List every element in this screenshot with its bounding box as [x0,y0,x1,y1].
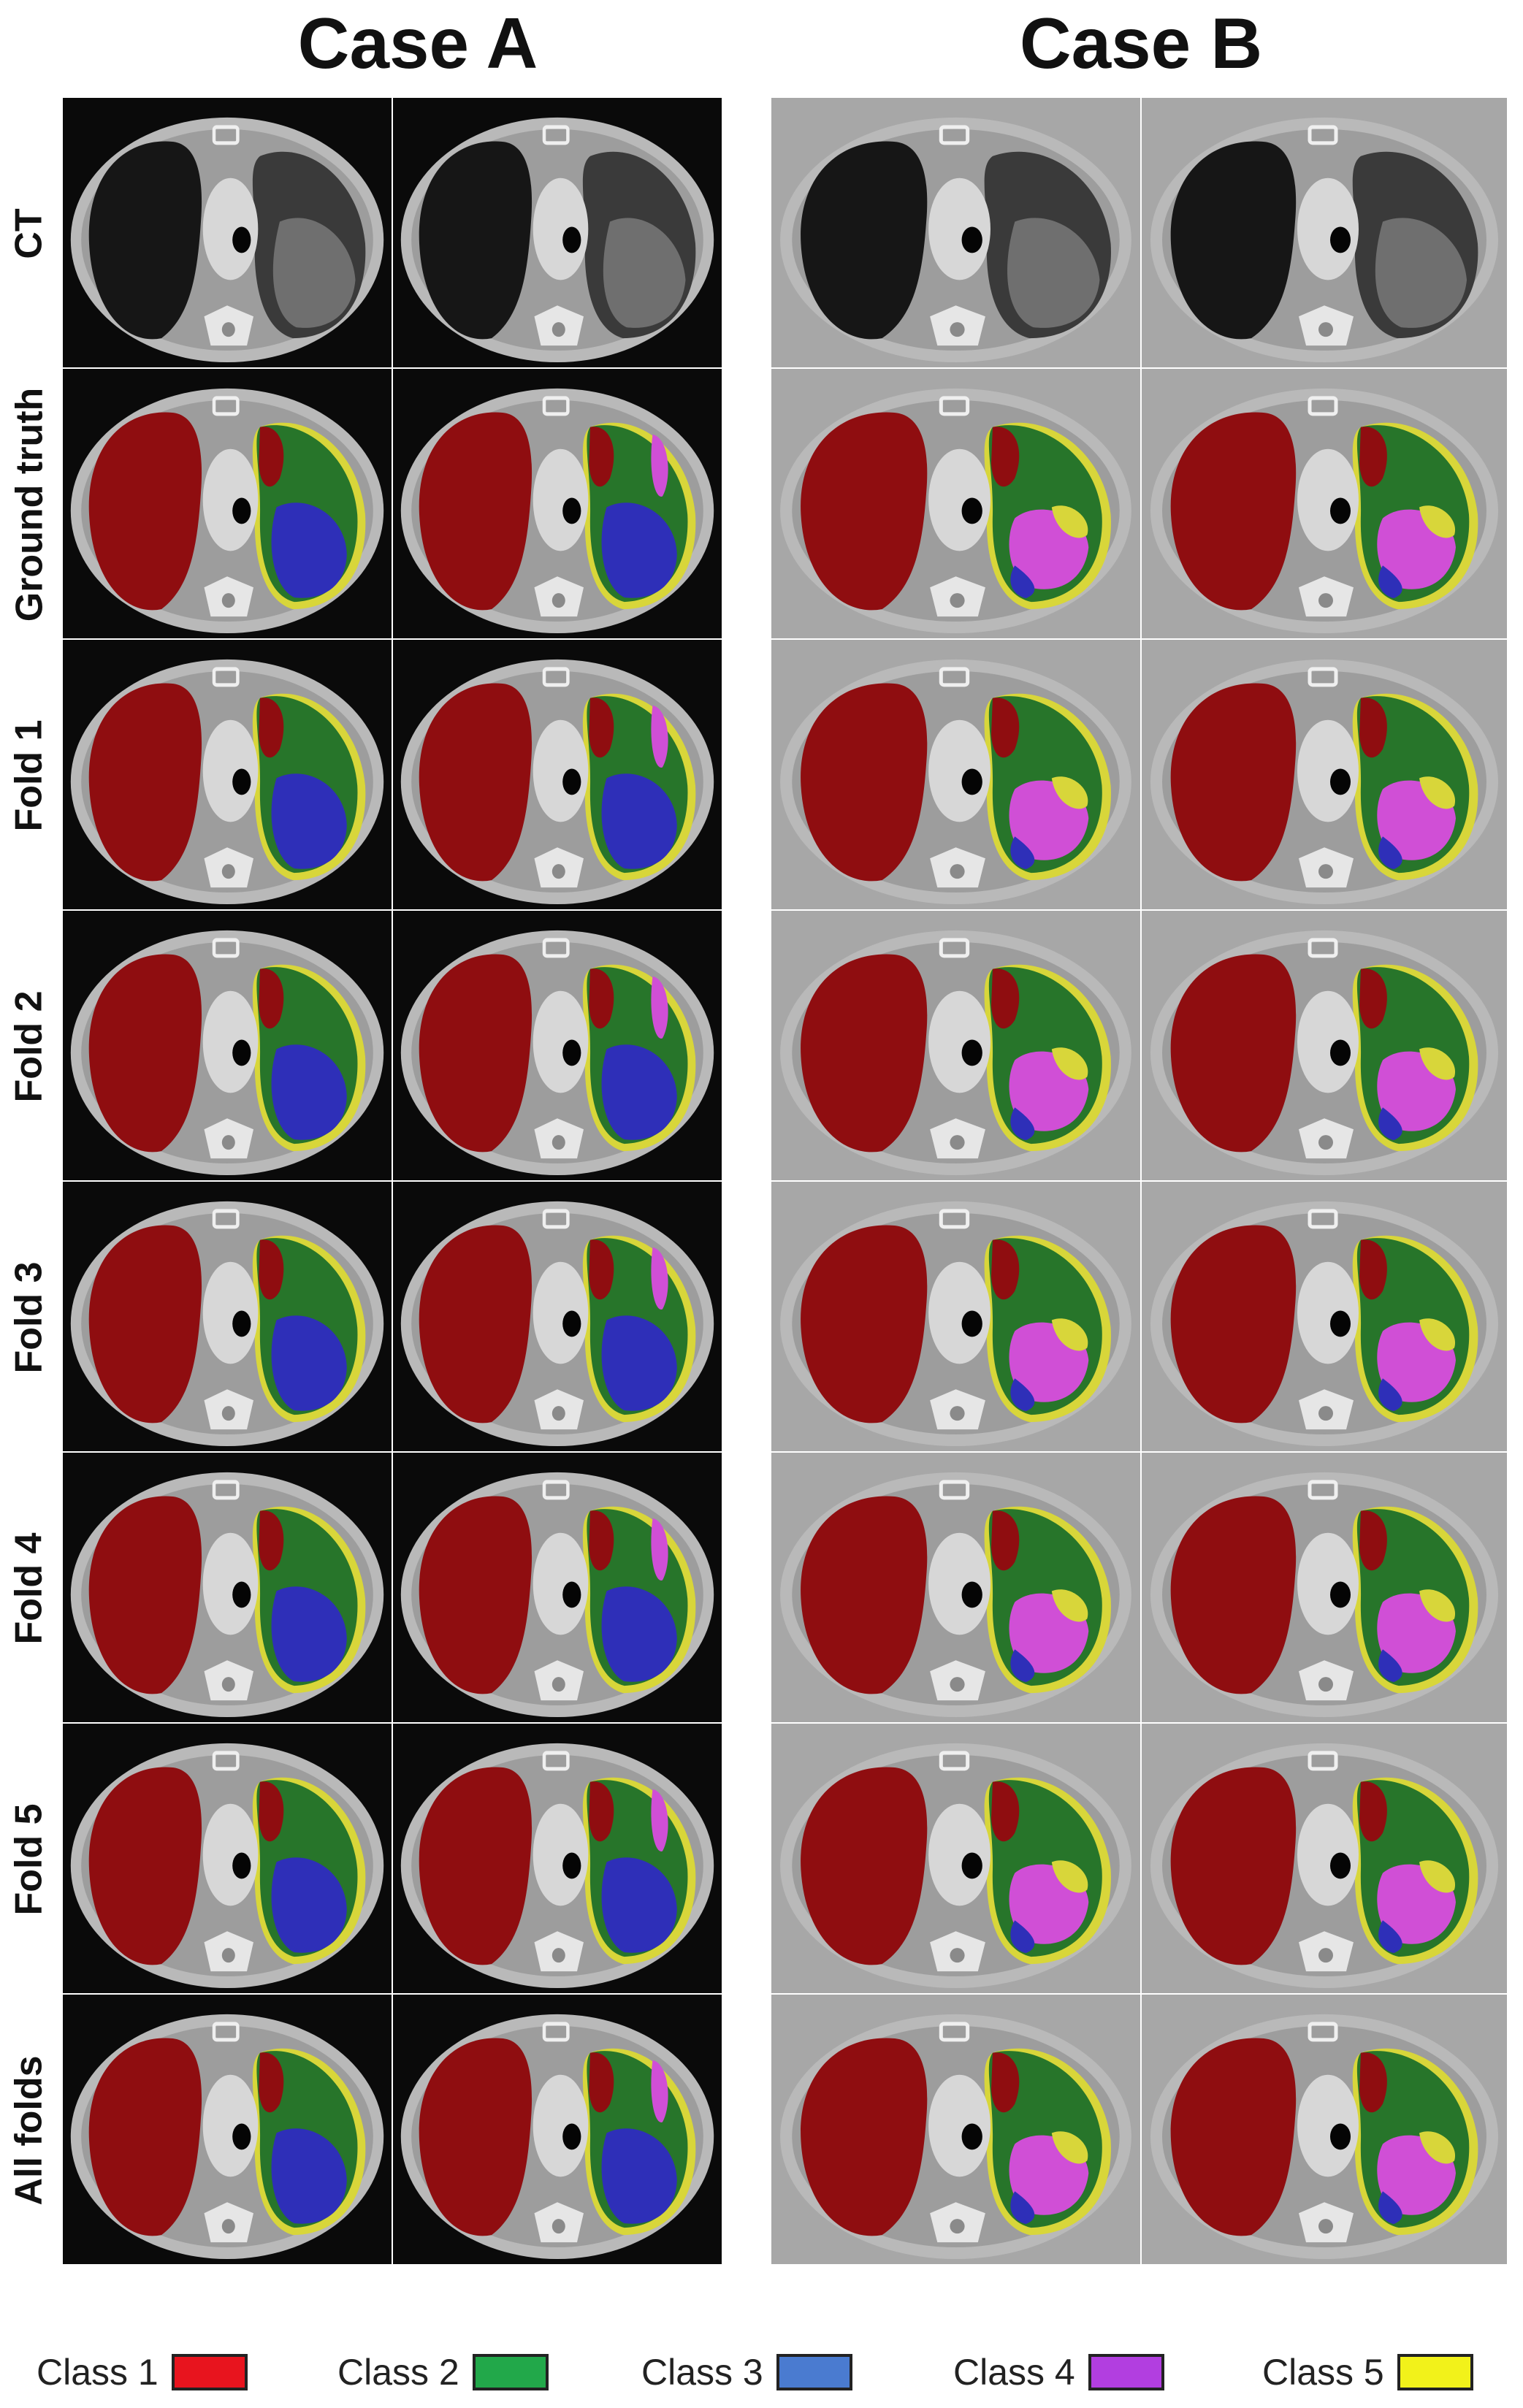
row-label-text: Fold 5 [8,1803,51,1916]
legend-item-class-5: Class 5 [1262,2343,1473,2401]
ct-slice-image [771,1724,1140,1993]
row-label: Ground truth [0,369,58,640]
legend-label: Class 2 [337,2352,459,2393]
row-label: Fold 3 [0,1182,58,1453]
ct-slice-image [1142,1724,1507,1993]
row-label: CT [0,98,58,369]
ct-slice-image [1142,98,1507,367]
ct-slice-panel [1142,1995,1507,2264]
ct-slice-panel [771,1724,1140,1993]
ct-slice-panel [771,98,1140,367]
ct-slice-image [63,98,392,367]
legend-label: Class 5 [1262,2352,1384,2393]
ct-slice-image [63,640,392,909]
ct-slice-image [1142,1995,1507,2264]
ct-slice-panel [393,1182,722,1451]
row-label-text: Fold 1 [8,719,51,832]
row-label-text: Ground truth [8,387,50,622]
row-label-text: All folds [8,2055,51,2206]
ct-slice-panel [63,1182,392,1451]
ct-slice-panel [771,1453,1140,1722]
ct-slice-image [393,640,722,909]
ct-slice-panel [1142,1724,1507,1993]
ct-slice-panel [393,98,722,367]
row-label: Fold 4 [0,1453,58,1724]
ct-slice-image [63,1995,392,2264]
row-label-text: Fold 4 [8,1532,51,1645]
ct-slice-panel [63,1724,392,1993]
ct-slice-panel [1142,1453,1507,1722]
legend-label: Class 4 [953,2352,1075,2393]
ct-slice-image [393,1182,722,1451]
legend-swatch [171,2354,248,2390]
ct-slice-image [771,98,1140,367]
legend-swatch [1088,2354,1164,2390]
ct-slice-image [771,369,1140,638]
ct-slice-image [393,369,722,638]
legend-label: Class 1 [37,2352,159,2393]
ct-slice-panel [63,911,392,1180]
ct-slice-panel [63,640,392,909]
ct-slice-panel [1142,640,1507,909]
legend: Class 1 Class 2 Class 3 Class 4 Class 5 [0,2343,1523,2401]
ct-slice-image [1142,1453,1507,1722]
ct-slice-panel [771,1182,1140,1451]
ct-slice-panel [63,98,392,367]
ct-slice-image [771,1182,1140,1451]
ct-slice-image [63,1724,392,1993]
ct-slice-panel [1142,98,1507,367]
ct-slice-panel [393,1995,722,2264]
legend-item-class-1: Class 1 [37,2343,248,2401]
ct-slice-panel [63,1453,392,1722]
ct-slice-image [771,911,1140,1180]
row-label: Fold 5 [0,1724,58,1995]
legend-item-class-3: Class 3 [641,2343,852,2401]
ct-slice-panel [393,911,722,1180]
ct-slice-panel [1142,1182,1507,1451]
ct-slice-image [63,1453,392,1722]
legend-swatch [776,2354,852,2390]
ct-slice-image [63,369,392,638]
legend-item-class-2: Class 2 [337,2343,549,2401]
legend-item-class-4: Class 4 [953,2343,1164,2401]
ct-slice-image [393,1453,722,1722]
ct-slice-image [771,1453,1140,1722]
ct-slice-panel [1142,911,1507,1180]
ct-slice-panel [63,1995,392,2264]
legend-label: Class 3 [641,2352,763,2393]
ct-slice-panel [393,1453,722,1722]
row-label: Fold 1 [0,640,58,911]
row-label: Fold 2 [0,911,58,1182]
ct-slice-image [1142,1182,1507,1451]
row-label-text: Fold 2 [8,990,51,1103]
ct-slice-image [1142,369,1507,638]
ct-slice-image [393,911,722,1180]
case-b-title: Case B [1019,3,1263,83]
ct-slice-image [1142,911,1507,1180]
ct-slice-image [393,1724,722,1993]
ct-slice-panel [771,640,1140,909]
row-label-text: CT [7,207,50,259]
ct-slice-panel [771,911,1140,1180]
ct-slice-image [63,911,392,1180]
legend-swatch [472,2354,549,2390]
ct-slice-panel [1142,369,1507,638]
ct-slice-panel [63,369,392,638]
ct-slice-panel [393,369,722,638]
ct-slice-image [1142,640,1507,909]
ct-slice-image [63,1182,392,1451]
legend-swatch [1397,2354,1473,2390]
ct-slice-image [771,1995,1140,2264]
ct-slice-panel [393,1724,722,1993]
ct-slice-panel [771,1995,1140,2264]
ct-slice-image [771,640,1140,909]
case-a-title: Case A [297,3,538,83]
row-label: All folds [0,1995,58,2266]
ct-slice-panel [393,640,722,909]
ct-slice-panel [771,369,1140,638]
row-label-text: Fold 3 [8,1261,51,1374]
ct-slice-image [393,98,722,367]
ct-slice-image [393,1995,722,2264]
